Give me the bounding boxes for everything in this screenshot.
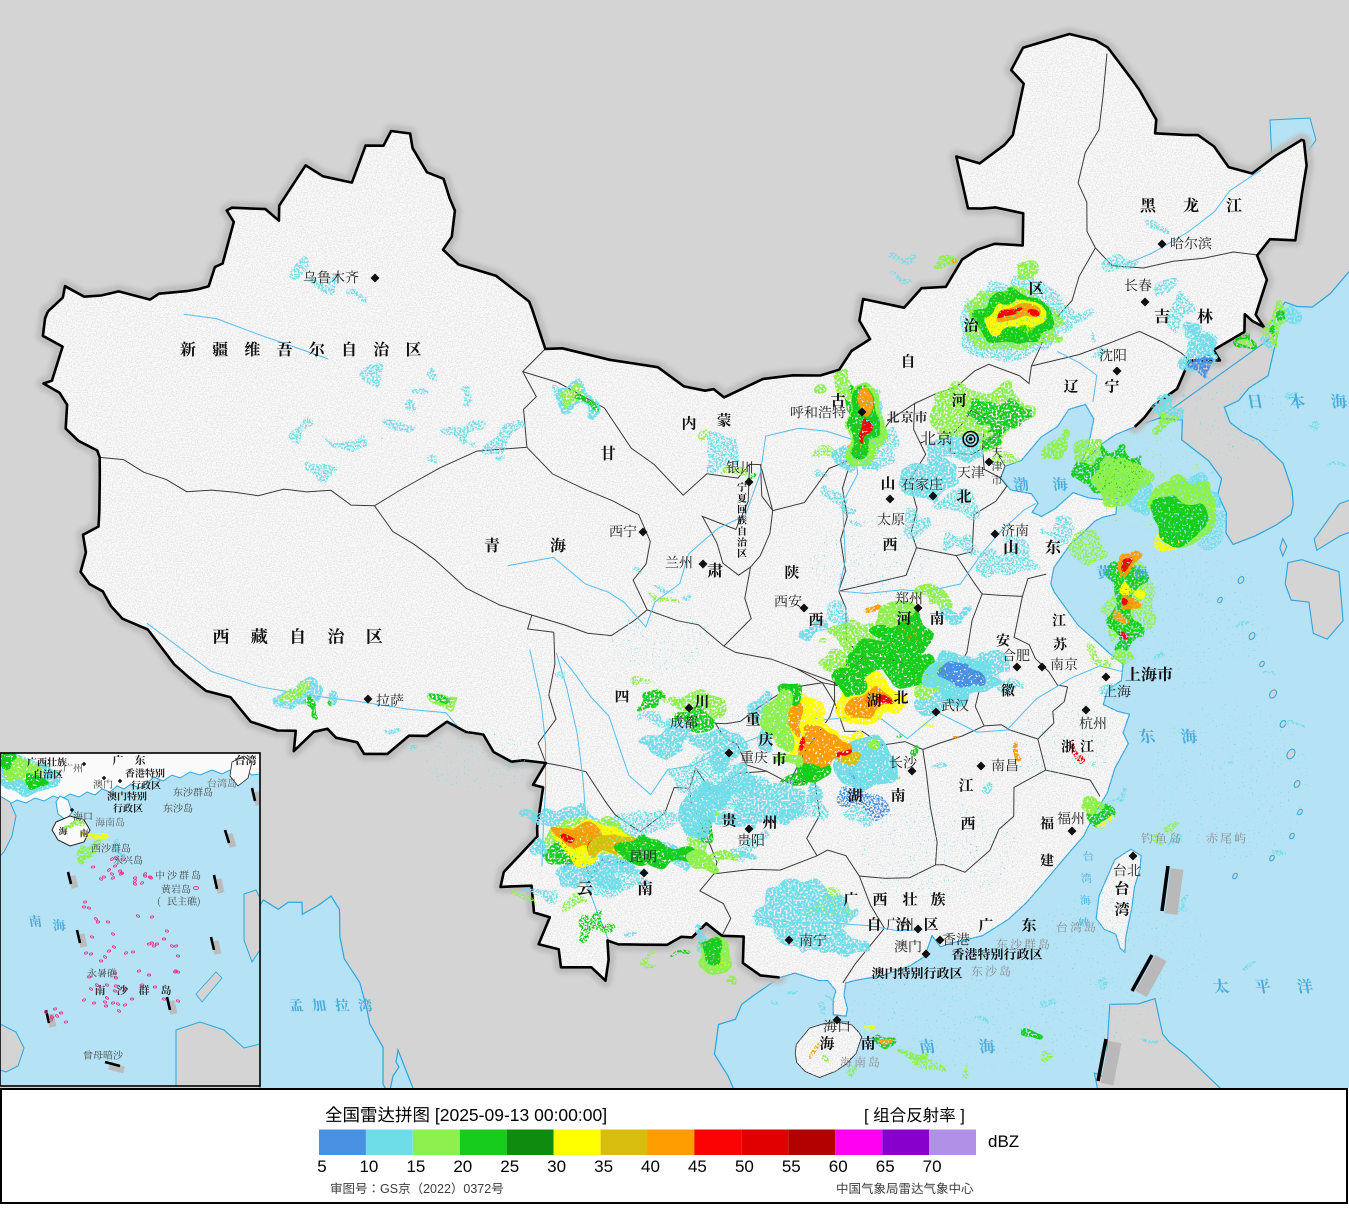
svg-text:5: 5 (317, 1157, 326, 1176)
svg-text:20: 20 (453, 1157, 472, 1176)
svg-text:45: 45 (688, 1157, 707, 1176)
svg-text:[: [ (864, 1107, 873, 1125)
svg-text:]: ] (956, 1107, 965, 1125)
svg-text:55: 55 (782, 1157, 801, 1176)
svg-text:10: 10 (359, 1157, 378, 1176)
svg-text:25: 25 (500, 1157, 519, 1176)
svg-text:dBZ: dBZ (988, 1132, 1019, 1151)
svg-text:30: 30 (547, 1157, 566, 1176)
svg-text:70: 70 (923, 1157, 942, 1176)
svg-text:[2025-09-13 00:00:00]: [2025-09-13 00:00:00] (430, 1105, 607, 1125)
svg-text:40: 40 (641, 1157, 660, 1176)
svg-text:GS: GS (380, 1182, 398, 1196)
svg-text:2022: 2022 (423, 1182, 451, 1196)
svg-text:35: 35 (594, 1157, 613, 1176)
svg-text:0372: 0372 (463, 1182, 491, 1196)
svg-text:60: 60 (829, 1157, 848, 1176)
svg-text:65: 65 (876, 1157, 895, 1176)
svg-text:15: 15 (406, 1157, 425, 1176)
svg-text:50: 50 (735, 1157, 754, 1176)
